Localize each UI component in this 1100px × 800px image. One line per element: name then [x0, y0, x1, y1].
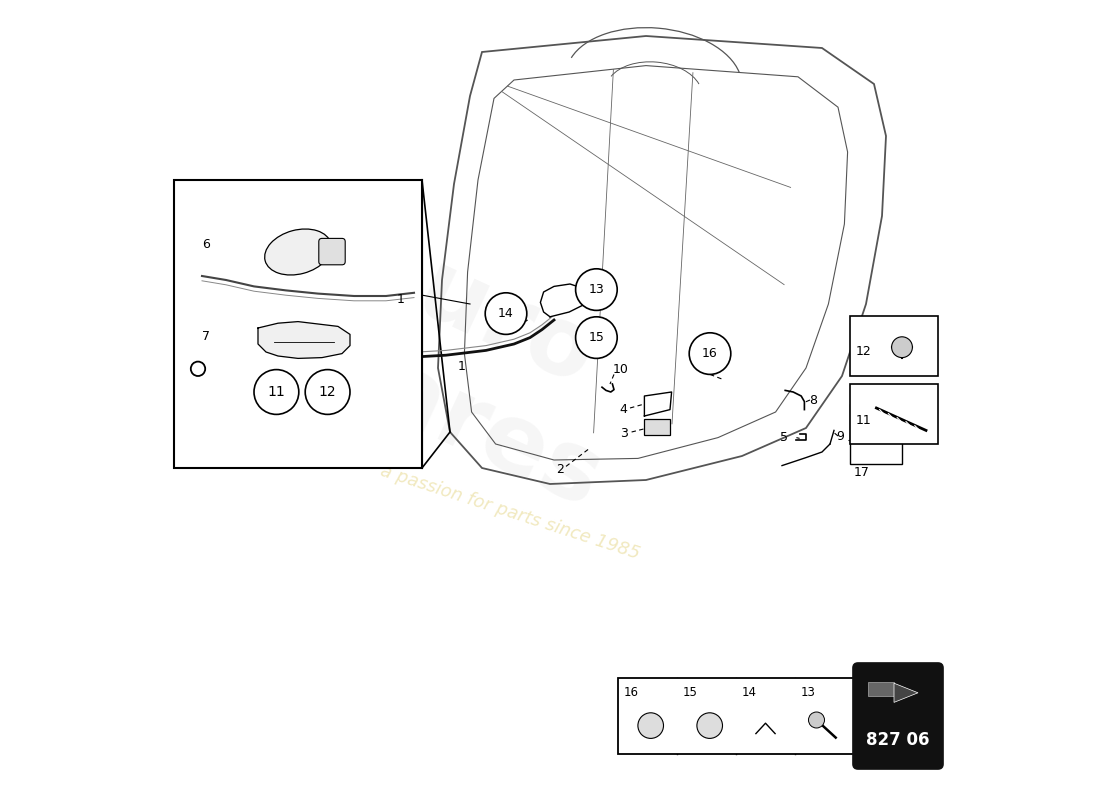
- Text: 11: 11: [267, 385, 285, 399]
- Text: 11: 11: [856, 414, 871, 426]
- Circle shape: [485, 293, 527, 334]
- Text: 9: 9: [836, 430, 845, 442]
- FancyBboxPatch shape: [854, 663, 943, 769]
- Text: 16: 16: [624, 686, 639, 698]
- FancyBboxPatch shape: [319, 238, 345, 265]
- Text: 14: 14: [498, 307, 514, 320]
- Text: 7: 7: [202, 330, 210, 342]
- Text: 3: 3: [619, 427, 628, 440]
- Bar: [850, 404, 902, 464]
- Bar: [850, 384, 938, 444]
- Circle shape: [690, 333, 730, 374]
- Text: 10: 10: [613, 363, 628, 376]
- Bar: [645, 419, 670, 435]
- Text: euro
spares: euro spares: [246, 192, 662, 528]
- Text: 8: 8: [810, 394, 817, 406]
- Text: 17: 17: [854, 466, 870, 478]
- Text: 12: 12: [856, 346, 871, 358]
- Text: 1: 1: [396, 293, 405, 306]
- Polygon shape: [645, 392, 672, 416]
- Circle shape: [808, 712, 825, 728]
- Text: 827 06: 827 06: [867, 731, 930, 749]
- Text: 6: 6: [202, 238, 210, 250]
- Polygon shape: [540, 284, 586, 317]
- Polygon shape: [894, 683, 918, 702]
- Circle shape: [638, 713, 663, 738]
- Text: 16: 16: [702, 347, 718, 360]
- Text: 12: 12: [319, 385, 337, 399]
- Text: 13: 13: [801, 686, 815, 698]
- Circle shape: [575, 269, 617, 310]
- Text: 15: 15: [683, 686, 697, 698]
- Circle shape: [892, 337, 912, 358]
- Bar: [618, 678, 854, 754]
- Text: 2: 2: [557, 463, 564, 476]
- Text: 5: 5: [780, 431, 789, 444]
- Circle shape: [697, 713, 723, 738]
- Text: a passion for parts since 1985: a passion for parts since 1985: [378, 462, 642, 562]
- Polygon shape: [258, 322, 350, 358]
- Circle shape: [254, 370, 299, 414]
- Ellipse shape: [265, 229, 331, 275]
- Text: 15: 15: [588, 331, 604, 344]
- Text: 4: 4: [619, 403, 628, 416]
- Text: 14: 14: [741, 686, 757, 698]
- Bar: [850, 316, 938, 376]
- Text: 1: 1: [458, 360, 466, 373]
- Polygon shape: [868, 682, 894, 696]
- Text: 13: 13: [588, 283, 604, 296]
- Circle shape: [575, 317, 617, 358]
- Bar: [174, 180, 422, 468]
- Circle shape: [305, 370, 350, 414]
